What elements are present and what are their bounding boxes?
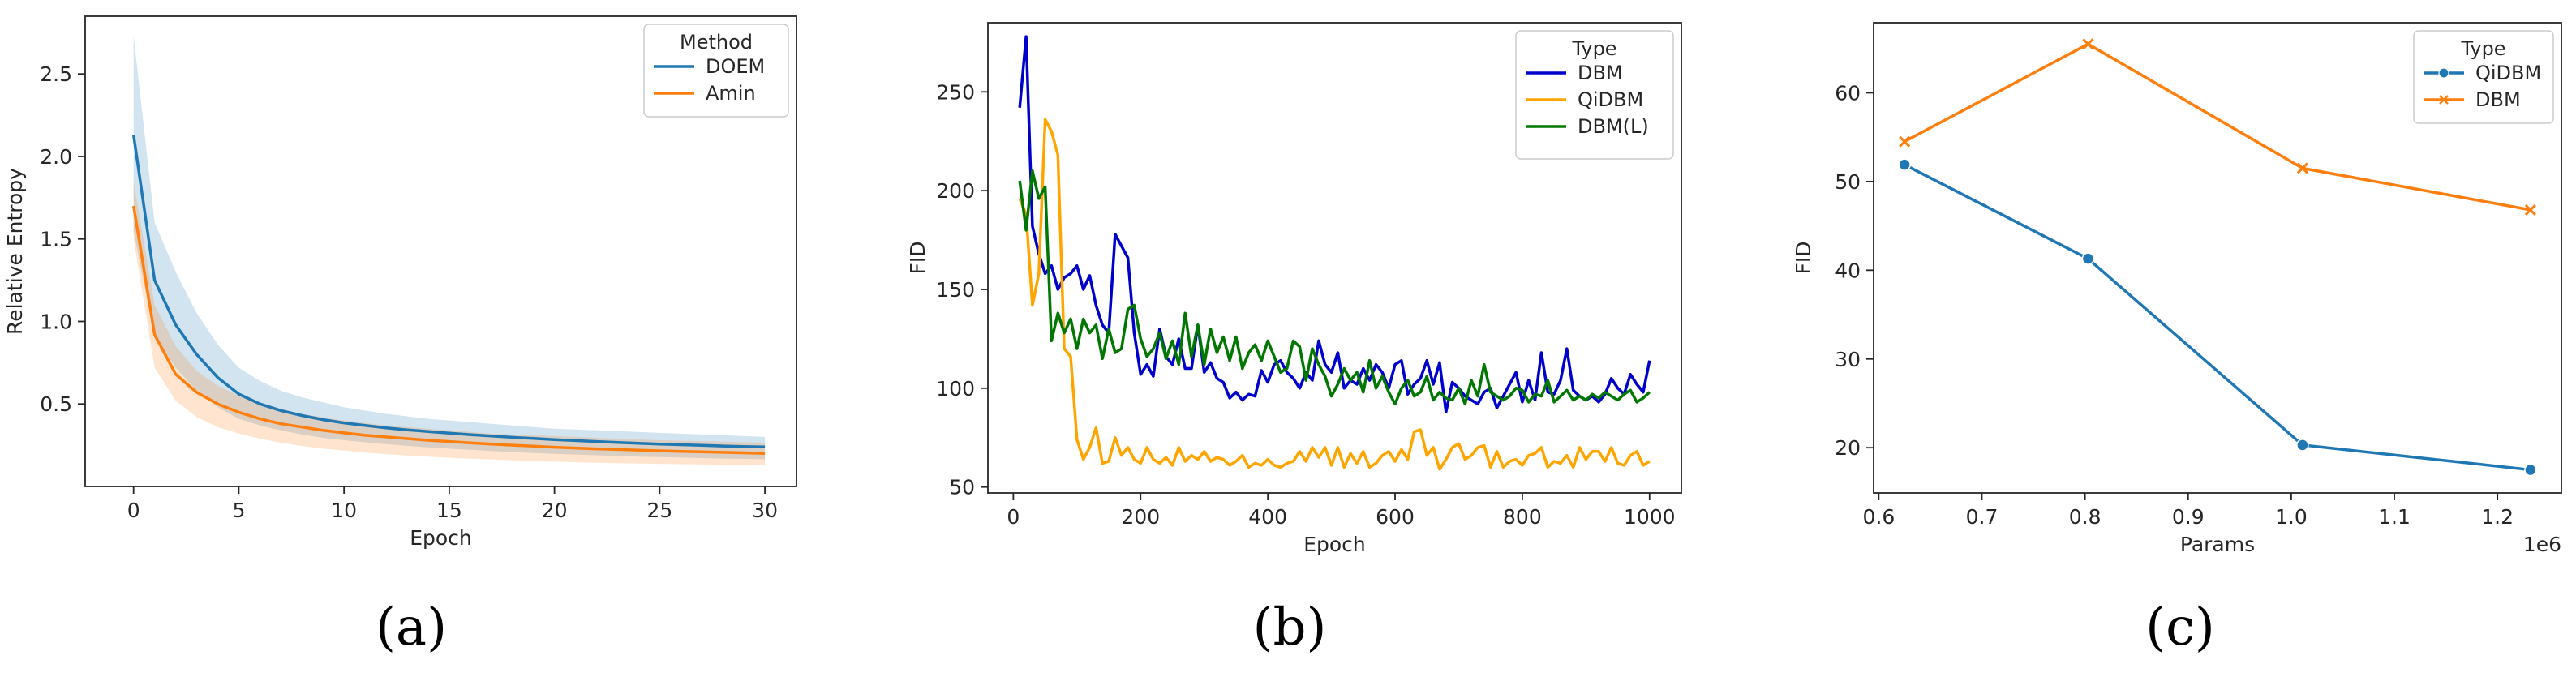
series-line-amin [131, 205, 766, 456]
y-axis-label: Relative Entropy [3, 168, 27, 335]
panel-caption: (a) [376, 598, 447, 658]
y-tick-label: 0.5 [40, 392, 72, 416]
data-point-dbm [2082, 38, 2094, 50]
legend-title: Method [680, 31, 753, 54]
x-axis-offset-label: 1e6 [2523, 533, 2561, 556]
y-tick-label: 50 [1835, 170, 1861, 194]
y-tick-label: 2.5 [40, 62, 72, 86]
x-axis-label: Params [2180, 533, 2255, 556]
series-line-doem [131, 135, 766, 448]
x-tick-label: 0.8 [2069, 505, 2102, 529]
legend-marker-dbm [2439, 95, 2449, 105]
x-tick-label: 200 [1121, 505, 1160, 529]
legend-label-dbm: DBM [1578, 62, 1623, 84]
x-axis-label: Epoch [410, 526, 472, 550]
y-tick-label: 1.5 [40, 228, 72, 251]
x-tick-label: 15 [436, 499, 462, 522]
x-tick-label: 10 [331, 499, 357, 522]
chart-panel-a: 0 5 10 15 20 25 30 0.5 1.0 1.5 2.0 2.5 Epoch Relative… [3, 15, 797, 658]
x-axis-label: Epoch [1303, 533, 1366, 556]
data-point-dbm [1899, 135, 1911, 148]
panel-caption: (c) [2145, 598, 2215, 658]
y-axis-label: FID [906, 241, 930, 274]
y-tick-label: 30 [1835, 348, 1861, 371]
y-tick-label: 50 [949, 476, 975, 499]
y-tick-label: 20 [1835, 436, 1861, 460]
y-axis-label: FID [1792, 241, 1815, 274]
legend-label-qidbm: QiDBM [2475, 62, 2541, 84]
y-tick-label: 150 [936, 278, 975, 302]
legend-title: Type [1571, 37, 1616, 60]
y-tick-label: 60 [1835, 81, 1861, 105]
panel-caption: (b) [1253, 598, 1327, 658]
x-tick-label: 1.2 [2481, 505, 2514, 529]
axes-frame [1873, 22, 2562, 494]
y-tick-label: 200 [936, 179, 975, 203]
y-tick-label: 100 [936, 377, 975, 401]
data-point-dbm [2524, 203, 2536, 216]
x-tick-label: 400 [1248, 505, 1287, 529]
x-tick-label: 1000 [1624, 505, 1676, 529]
data-point-qidbm [2296, 439, 2309, 452]
y-tick-label: 1.0 [40, 310, 72, 333]
series-line-dbm [1904, 42, 2531, 212]
axes-frame [987, 22, 1682, 494]
data-point-qidbm [1898, 158, 1911, 171]
x-tick-label: 1.1 [2378, 505, 2411, 529]
x-tick-label: 20 [542, 499, 568, 522]
data-point-qidbm [2524, 463, 2537, 477]
x-tick-label: 600 [1376, 505, 1415, 529]
series-line-qidbm [1904, 163, 2531, 472]
legend-marker-qidbm [2438, 67, 2449, 79]
chart-panel-c: 0.6 0.7 0.8 0.9 1.0 1.1 1.2 20 30 40 50 60 Params FID… [1792, 22, 2562, 658]
chart-panel-b: 0 200 400 600 800 1000 50 100 150 200 250 Epoch FID T… [906, 22, 1682, 658]
legend-label-doem: DOEM [706, 55, 765, 78]
x-tick-label: 5 [232, 499, 245, 522]
series-line-qidbm [1018, 118, 1651, 471]
x-tick-label: 0 [1007, 505, 1020, 529]
legend-label-qidbm: QiDBM [1578, 88, 1643, 111]
x-tick-label: 0.6 [1862, 505, 1895, 529]
axes-frame [84, 15, 797, 487]
x-tick-label: 25 [646, 499, 672, 522]
x-tick-label: 1.0 [2275, 505, 2308, 529]
legend-title: Type [2460, 37, 2505, 60]
y-tick-label: 2.0 [40, 145, 72, 169]
y-tick-label: 250 [936, 80, 975, 104]
series-line-dbm-l [1018, 169, 1651, 406]
legend-label-amin: Amin [706, 82, 756, 105]
x-tick-label: 0.9 [2172, 505, 2205, 529]
x-tick-label: 0.7 [1966, 505, 1999, 529]
data-point-qidbm [2081, 252, 2095, 265]
x-tick-label: 0 [127, 499, 140, 522]
x-tick-label: 30 [752, 499, 778, 522]
data-point-dbm [2296, 162, 2308, 174]
series-line-dbm [1018, 35, 1651, 413]
legend-label-dbm-l: DBM(L) [1578, 115, 1649, 138]
y-tick-label: 40 [1835, 259, 1861, 282]
x-tick-label: 800 [1503, 505, 1542, 529]
legend-label-dbm: DBM [2475, 88, 2521, 111]
